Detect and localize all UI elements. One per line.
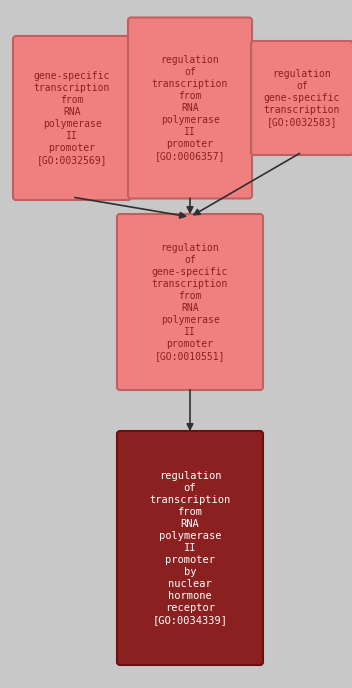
Text: regulation
of
gene-specific
transcription
[GO:0032583]: regulation of gene-specific transcriptio… xyxy=(264,69,340,127)
FancyBboxPatch shape xyxy=(13,36,131,200)
Text: regulation
of
transcription
from
RNA
polymerase
II
promoter
[GO:0006357]: regulation of transcription from RNA pol… xyxy=(152,55,228,161)
Text: gene-specific
transcription
from
RNA
polymerase
II
promoter
[GO:0032569]: gene-specific transcription from RNA pol… xyxy=(34,71,110,165)
FancyBboxPatch shape xyxy=(128,17,252,199)
FancyBboxPatch shape xyxy=(117,214,263,390)
Text: regulation
of
transcription
from
RNA
polymerase
II
promoter
by
nuclear
hormone
r: regulation of transcription from RNA pol… xyxy=(149,471,231,625)
FancyBboxPatch shape xyxy=(117,431,263,665)
FancyBboxPatch shape xyxy=(251,41,352,155)
Text: regulation
of
gene-specific
transcription
from
RNA
polymerase
II
promoter
[GO:00: regulation of gene-specific transcriptio… xyxy=(152,243,228,361)
